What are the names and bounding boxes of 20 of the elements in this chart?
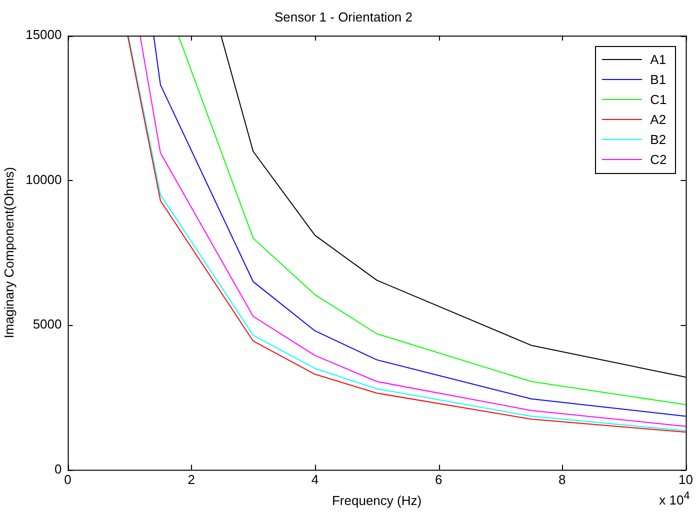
x-tick-label: 8 xyxy=(558,472,566,488)
legend-label: A2 xyxy=(650,112,666,128)
legend-label: C1 xyxy=(650,92,667,108)
legend-label: B1 xyxy=(650,72,666,88)
y-tick-label: 0 xyxy=(54,461,62,476)
x-tick-label: 4 xyxy=(311,472,319,488)
text: x 10$^{4}$ xyxy=(659,490,690,508)
x-tick-label: 10 xyxy=(678,472,694,488)
legend-label: B2 xyxy=(650,132,666,148)
legend-label: C2 xyxy=(650,152,667,168)
y-axis-title: Imaginary Component(Ohms) xyxy=(1,167,16,338)
chart-title: Sensor 1 - Orientation 2 xyxy=(274,9,413,24)
x-tick-label: 0 xyxy=(64,472,72,488)
y-tick-label: 15000 xyxy=(26,27,62,42)
x-tick-label: 6 xyxy=(434,472,442,488)
x-axis-title: Frequency (Hz) xyxy=(332,492,422,508)
legend-label: A1 xyxy=(650,52,666,68)
y-tick-label: 10000 xyxy=(26,172,62,187)
x-tick-label: 2 xyxy=(188,472,195,488)
y-tick-label: 5000 xyxy=(32,316,62,332)
